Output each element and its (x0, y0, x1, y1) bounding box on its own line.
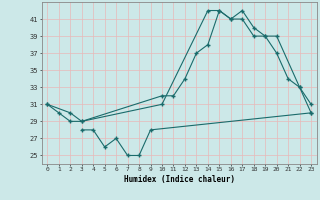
X-axis label: Humidex (Indice chaleur): Humidex (Indice chaleur) (124, 175, 235, 184)
